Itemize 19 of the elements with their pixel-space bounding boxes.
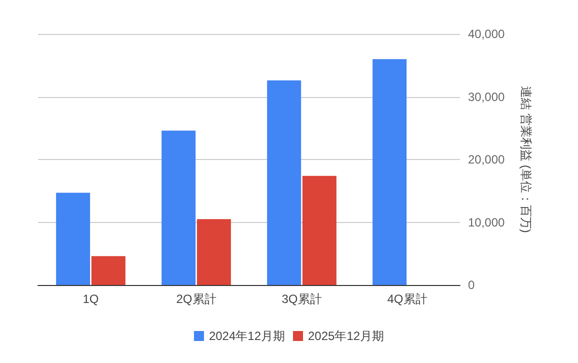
bar	[196, 219, 231, 285]
y-tick-label: 40,000	[468, 27, 506, 41]
legend-label: 2024年12月期	[208, 329, 286, 343]
bar	[91, 256, 126, 285]
y-tick-label: 20,000	[468, 152, 506, 166]
bar	[302, 176, 336, 285]
bar	[162, 130, 196, 285]
legend-label: 2025年12月期	[308, 329, 384, 343]
x-tick-label: 4Q累計	[387, 292, 428, 306]
bar	[267, 80, 302, 285]
y-tick-label: 30,000	[468, 90, 506, 104]
x-tick-label: 1Q	[82, 292, 99, 306]
bar	[372, 59, 407, 285]
bar	[56, 192, 90, 285]
x-tick-label: 2Q累計	[176, 292, 216, 306]
y-tick-label: 10,000	[468, 215, 506, 230]
y-axis-title: 連結 営業利益 (単位：百万)	[519, 86, 533, 233]
y-tick-label: 0	[468, 278, 475, 292]
x-tick-label: 3Q累計	[282, 292, 322, 306]
